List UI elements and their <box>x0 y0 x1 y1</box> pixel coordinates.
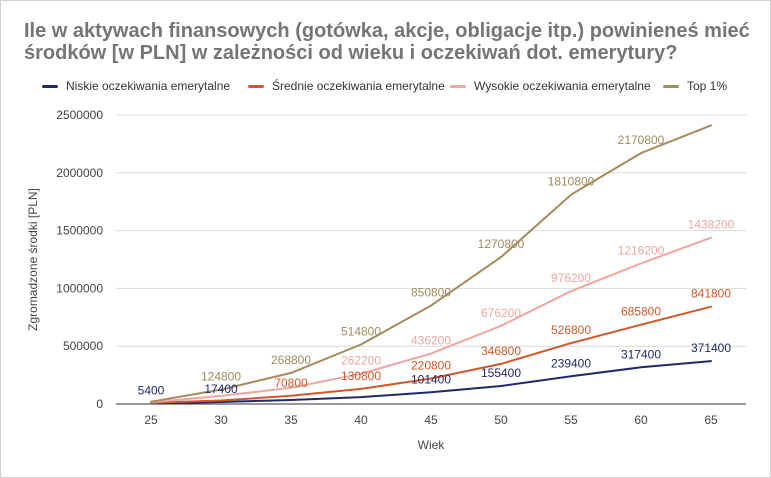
data-label-top1: 124800 <box>201 370 241 384</box>
x-tick-label: 40 <box>354 413 368 427</box>
legend-swatch-niskie <box>42 84 58 88</box>
legend-item-srednie: Średnie oczekiwania emerytalne <box>248 79 445 93</box>
data-label-srednie: 70800 <box>274 376 308 390</box>
y-tick-label: 2500000 <box>56 108 103 122</box>
data-label-niskie: 17400 <box>204 382 238 396</box>
data-label-top1: 1810800 <box>548 175 595 189</box>
legend-swatch-wysokie <box>450 84 466 88</box>
data-label-niskie: 239400 <box>551 356 591 370</box>
legend-label-niskie: Niskie oczekiwania emerytalne <box>66 79 231 93</box>
series-line-wysokie <box>150 236 712 404</box>
data-label-wysokie: 1216200 <box>618 243 665 257</box>
data-label-top1: 2170800 <box>618 133 665 147</box>
x-tick-label: 25 <box>144 413 158 427</box>
legend-item-top1: Top 1% <box>663 79 727 93</box>
data-label-srednie: 220800 <box>411 358 451 372</box>
legend-label-srednie: Średnie oczekiwania emerytalne <box>272 79 445 93</box>
y-tick-label: 1500000 <box>56 224 103 238</box>
chart-title-line-2: środków [w PLN] w zależności od wieku i … <box>24 42 678 64</box>
data-label-top1: 268800 <box>271 353 311 367</box>
data-label-niskie: 101400 <box>411 372 451 386</box>
series-line-niskie <box>150 360 712 405</box>
data-label-top1: 1270800 <box>478 237 525 251</box>
x-tick-label: 45 <box>424 413 438 427</box>
legend-swatch-srednie <box>248 84 264 88</box>
x-tick-label: 60 <box>634 413 648 427</box>
chart-title-line-1: Ile w aktywach finansowych (gotówka, akc… <box>24 20 750 42</box>
y-tick-label: 500000 <box>63 339 103 353</box>
y-axis-title: Zgromadzone środki [PLN] <box>26 188 40 331</box>
data-label-srednie: 130800 <box>341 369 381 383</box>
y-tick-label: 0 <box>96 397 103 411</box>
chart-title: Ile w aktywach finansowych (gotówka, akc… <box>24 20 754 64</box>
legend-item-wysokie: Wysokie oczekiwania emerytalne <box>450 79 651 93</box>
data-label-srednie: 685800 <box>621 305 661 319</box>
legend-label-wysokie: Wysokie oczekiwania emerytalne <box>474 79 651 93</box>
legend-item-niskie: Niskie oczekiwania emerytalne <box>42 79 230 93</box>
data-label-niskie: 317400 <box>621 347 661 361</box>
x-tick-label: 50 <box>494 413 508 427</box>
data-label-srednie: 526800 <box>551 323 591 337</box>
data-label-wysokie: 436200 <box>411 334 451 348</box>
series-line-srednie <box>150 305 712 404</box>
data-label-niskie: 5400 <box>138 383 165 397</box>
data-label-niskie: 155400 <box>481 366 521 380</box>
x-tick-label: 65 <box>704 413 718 427</box>
data-label-wysokie: 262200 <box>341 354 381 368</box>
data-label-niskie: 371400 <box>691 341 731 355</box>
x-tick-label: 30 <box>214 413 228 427</box>
data-label-top1: 514800 <box>341 324 381 338</box>
data-label-wysokie: 1438200 <box>688 218 735 232</box>
data-label-srednie: 841800 <box>691 287 731 301</box>
legend-label-top1: Top 1% <box>687 79 728 93</box>
x-axis-title: Wiek <box>418 438 446 452</box>
legend-swatch-top1 <box>663 84 679 88</box>
x-tick-label: 55 <box>564 413 578 427</box>
series-line-top1 <box>150 124 712 403</box>
data-label-srednie: 346800 <box>481 344 521 358</box>
x-tick-label: 35 <box>284 413 298 427</box>
y-tick-label: 2000000 <box>56 166 103 180</box>
y-tick-label: 1000000 <box>56 281 103 295</box>
data-label-top1: 850800 <box>411 286 451 300</box>
data-label-wysokie: 676200 <box>481 306 521 320</box>
data-label-wysokie: 976200 <box>551 271 591 285</box>
